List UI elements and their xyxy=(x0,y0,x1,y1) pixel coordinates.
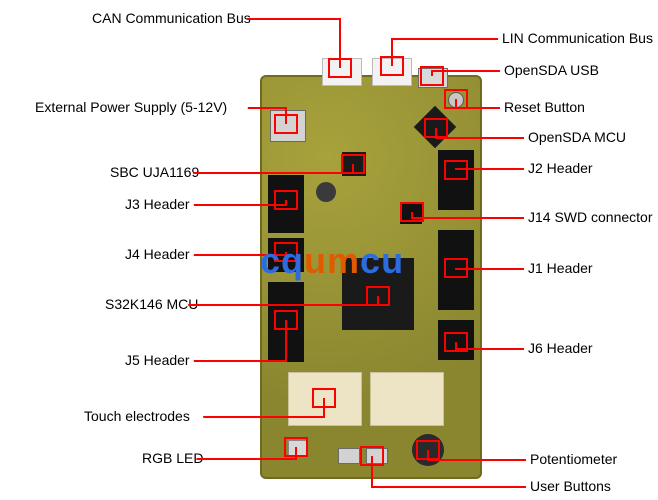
comp-j5_hdr xyxy=(268,282,304,362)
comp-pot xyxy=(412,434,444,466)
comp-user_btn2 xyxy=(366,448,388,464)
label-can: CAN Communication Bus xyxy=(92,10,251,26)
comp-j6_hdr xyxy=(438,320,474,360)
label-power: External Power Supply (5-12V) xyxy=(35,99,227,115)
comp-j2_hdr xyxy=(438,150,474,210)
label-usb: OpenSDA USB xyxy=(504,62,599,78)
label-j2: J2 Header xyxy=(528,160,593,176)
comp-j1_hdr xyxy=(438,230,474,310)
label-j6: J6 Header xyxy=(528,340,593,356)
comp-touch_r xyxy=(370,372,444,426)
label-pot: Potentiometer xyxy=(530,451,617,467)
comp-power_jack xyxy=(270,110,306,142)
label-j14: J14 SWD connector xyxy=(528,209,653,225)
comp-usb xyxy=(418,68,448,88)
label-j5: J5 Header xyxy=(125,352,190,368)
label-j4: J4 Header xyxy=(125,246,190,262)
comp-j14_swd xyxy=(400,202,422,224)
label-j1: J1 Header xyxy=(528,260,593,276)
label-ubtn: User Buttons xyxy=(530,478,611,494)
label-rgb: RGB LED xyxy=(142,450,203,466)
comp-sbc_chip xyxy=(342,152,366,176)
label-reset: Reset Button xyxy=(504,99,585,115)
comp-lin_conn xyxy=(372,58,412,86)
comp-user_btn1 xyxy=(338,448,360,464)
label-touch: Touch electrodes xyxy=(84,408,190,424)
label-lin: LIN Communication Bus xyxy=(502,30,653,46)
comp-j3_hdr xyxy=(268,175,304,233)
comp-touch_l xyxy=(288,372,362,426)
comp-cap1 xyxy=(316,182,336,202)
comp-can_conn xyxy=(322,58,362,86)
label-j3: J3 Header xyxy=(125,196,190,212)
comp-reset_btn xyxy=(448,92,464,108)
comp-rgb_led xyxy=(288,440,308,456)
label-mcu: S32K146 MCU xyxy=(105,296,198,312)
label-sbc: SBC UJA1169 xyxy=(110,164,199,180)
comp-j4_hdr xyxy=(268,238,304,272)
comp-mcu xyxy=(342,258,414,330)
label-opensda: OpenSDA MCU xyxy=(528,129,626,145)
